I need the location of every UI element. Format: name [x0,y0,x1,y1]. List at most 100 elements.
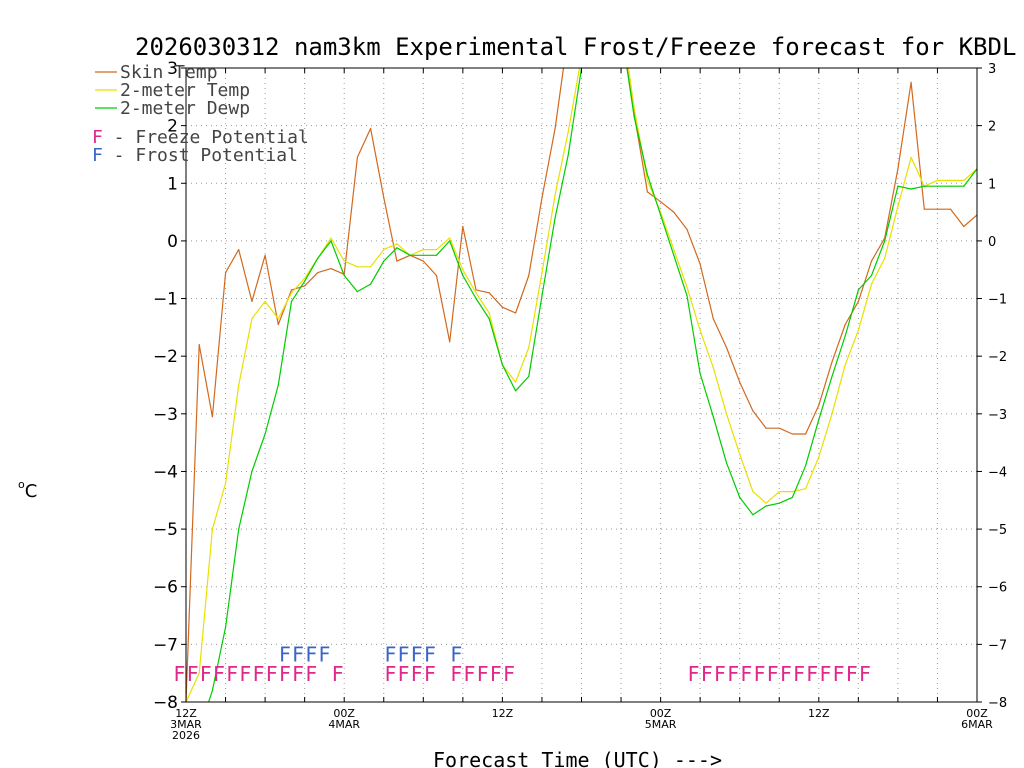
data-point [725,346,728,349]
data-point [317,257,319,259]
freeze-mark: F [767,662,779,686]
data-point [528,274,530,277]
data-point [633,116,635,118]
data-point [778,427,780,429]
freeze-mark: F [701,662,713,686]
data-point [673,254,675,256]
y-tick-label-right: −2 [988,350,1007,365]
freeze-mark: F [173,662,185,686]
freeze-mark: F [688,662,700,686]
data-point [383,260,385,262]
data-point [396,247,398,249]
data-point [831,413,833,415]
data-point [211,416,213,418]
data-point [290,292,293,294]
y-tick-label-right: −8 [988,696,1007,711]
data-point [277,384,279,386]
data-point [264,300,266,303]
data-point [356,266,358,268]
freeze-mark: F [477,662,489,686]
data-point [475,289,477,291]
data-point [224,272,227,274]
x-tick-label: 00Z [650,707,672,720]
data-point [633,107,635,109]
data-point [356,156,358,158]
data-point [805,488,807,490]
data-point [211,528,213,530]
data-point [290,300,293,303]
data-point [897,185,899,187]
data-point [251,470,253,473]
data-point [462,269,464,271]
y-tick-label-right: −4 [988,465,1007,480]
data-point [567,153,569,156]
data-point [369,127,372,130]
data-point [369,283,372,285]
freeze-mark: F [833,662,845,686]
freeze-mark: F [793,662,805,686]
freeze-mark: F [384,662,396,686]
freeze-mark: F [411,662,423,686]
freeze-mark: F [187,662,199,686]
x-tick-label: 12Z [492,707,514,720]
y-tick-label-right: −1 [988,293,1007,308]
data-point [831,361,833,363]
data-point [198,344,200,346]
data-point [541,197,543,199]
data-point [673,248,675,251]
data-point [501,364,503,366]
legend-entry: 2-meter Temp [120,80,250,101]
data-point [857,300,859,303]
data-point [449,237,451,239]
x-tick-label: 4MAR [328,718,360,731]
data-point [752,410,754,412]
y-tick-label: −8 [153,693,178,713]
potential-legend-entry: F - Frost Potential [92,145,298,166]
data-point [923,208,925,210]
y-tick-label: −2 [153,347,178,367]
data-point [422,248,424,251]
data-point [673,211,675,213]
y-tick-label-right: −7 [988,638,1007,653]
data-point [422,254,424,256]
data-point [304,280,306,282]
freeze-mark: F [305,662,317,686]
x-tick-label: 00Z [333,707,355,720]
data-point [725,413,728,415]
data-point [884,240,886,242]
data-point [805,433,807,435]
data-point [752,491,754,493]
data-point [475,292,477,294]
data-point [936,208,939,210]
y-tick-label-right: −3 [988,408,1007,423]
data-point [857,329,859,331]
data-point [765,427,767,429]
freeze-mark: F [490,662,502,686]
data-point [409,254,411,256]
y-tick-label: −5 [153,520,178,540]
data-point [290,289,293,291]
y-tick-label: 0 [167,232,178,252]
x-tick-label: 00Z [966,707,988,720]
potential-legend-letter: F [92,145,103,166]
data-point [950,185,952,187]
data-point [251,300,253,303]
data-point [818,418,820,421]
freeze-mark: F [332,662,344,686]
data-point [739,496,741,498]
data-point [712,318,714,320]
y-tick-label: −7 [153,635,178,655]
data-point [449,341,451,343]
data-point [369,266,372,268]
data-point [699,263,701,265]
data-point [488,312,490,314]
data-point [330,240,332,242]
x-tick-label: 3MAR [170,718,202,731]
data-point [752,514,754,516]
data-point [528,375,530,377]
data-point [936,179,939,181]
data-point [435,274,438,277]
data-point [936,185,939,187]
y-tick-label: 2 [167,117,178,137]
frost-mark: F [384,643,396,667]
